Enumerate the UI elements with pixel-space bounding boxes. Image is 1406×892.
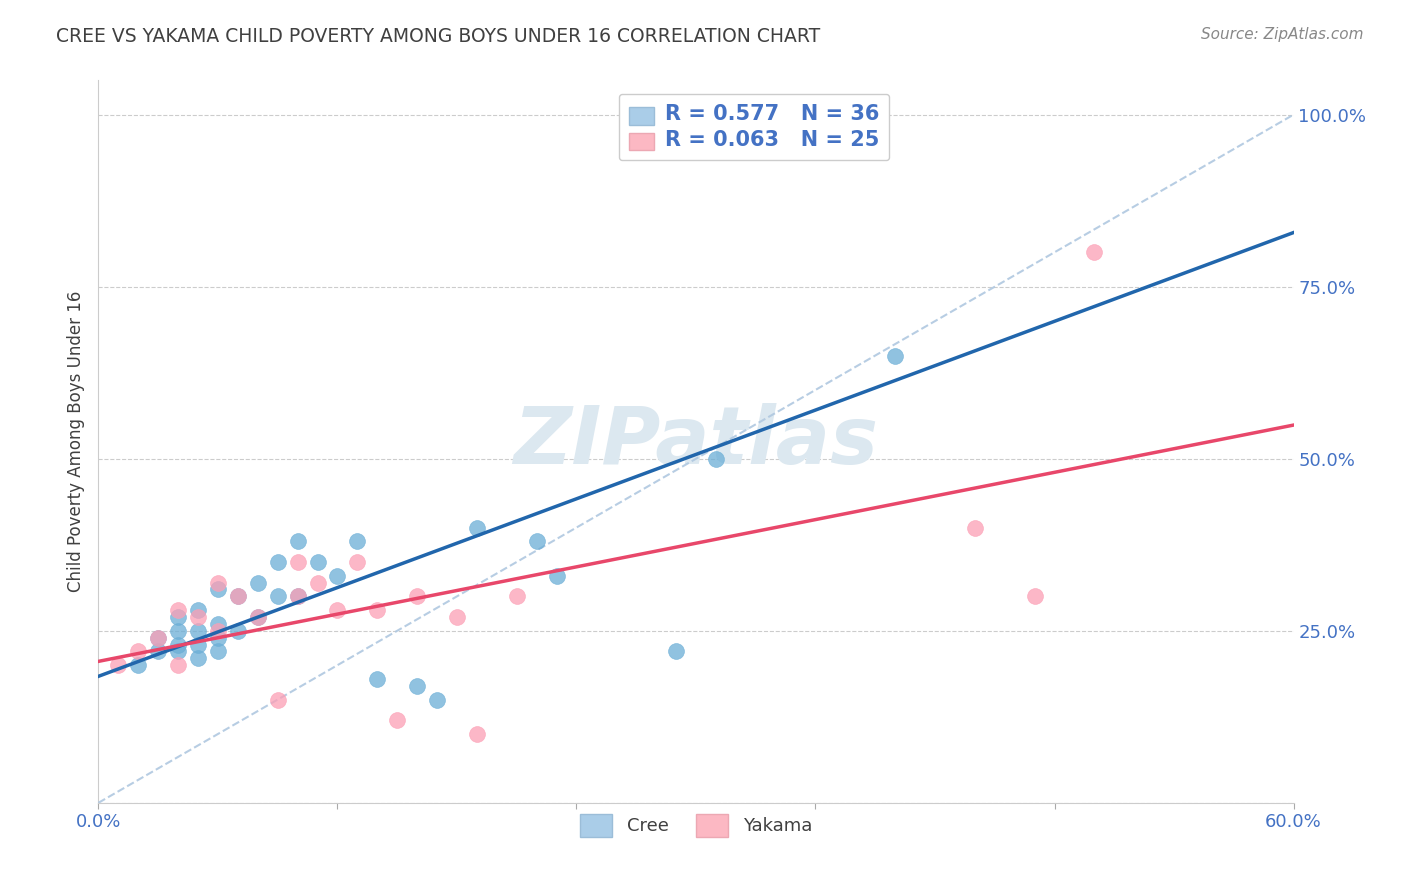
Point — [207, 575, 229, 590]
Point — [287, 534, 309, 549]
Point — [446, 610, 468, 624]
Point — [246, 610, 269, 624]
Point — [287, 590, 309, 604]
Point — [167, 638, 190, 652]
Point — [267, 692, 290, 706]
Point — [426, 692, 449, 706]
Point — [884, 349, 907, 363]
Point — [226, 624, 249, 638]
Point — [127, 658, 149, 673]
Point — [207, 624, 229, 638]
Point — [167, 658, 190, 673]
Point — [148, 644, 170, 658]
Point — [187, 603, 209, 617]
Point — [307, 555, 329, 569]
Point — [785, 128, 807, 143]
Point — [366, 672, 388, 686]
Point — [326, 568, 349, 582]
Point — [167, 603, 190, 617]
Point — [226, 590, 249, 604]
Point — [465, 520, 488, 534]
Text: Source: ZipAtlas.com: Source: ZipAtlas.com — [1201, 27, 1364, 42]
Point — [366, 603, 388, 617]
Point — [1083, 245, 1105, 260]
Point — [963, 520, 986, 534]
Point — [267, 555, 290, 569]
Point — [346, 555, 368, 569]
Point — [148, 631, 170, 645]
Point — [187, 624, 209, 638]
Point — [1024, 590, 1046, 604]
Point — [406, 679, 429, 693]
Point — [167, 644, 190, 658]
Point — [465, 727, 488, 741]
Point — [207, 582, 229, 597]
Point — [526, 534, 548, 549]
Point — [546, 568, 568, 582]
Text: ZIPatlas: ZIPatlas — [513, 402, 879, 481]
Point — [207, 631, 229, 645]
Point — [406, 590, 429, 604]
Point — [187, 651, 209, 665]
Point — [107, 658, 129, 673]
Point — [226, 590, 249, 604]
Point — [287, 590, 309, 604]
Point — [287, 555, 309, 569]
Legend: Cree, Yakama: Cree, Yakama — [572, 806, 820, 845]
Point — [326, 603, 349, 617]
Point — [246, 610, 269, 624]
Point — [665, 644, 688, 658]
Point — [267, 590, 290, 604]
Point — [127, 644, 149, 658]
Point — [385, 713, 409, 727]
Point — [506, 590, 529, 604]
Point — [167, 624, 190, 638]
Point — [346, 534, 368, 549]
Point — [207, 616, 229, 631]
Text: CREE VS YAKAMA CHILD POVERTY AMONG BOYS UNDER 16 CORRELATION CHART: CREE VS YAKAMA CHILD POVERTY AMONG BOYS … — [56, 27, 821, 45]
Point — [187, 638, 209, 652]
Point — [207, 644, 229, 658]
Point — [307, 575, 329, 590]
Y-axis label: Child Poverty Among Boys Under 16: Child Poverty Among Boys Under 16 — [66, 291, 84, 592]
Point — [246, 575, 269, 590]
Point — [167, 610, 190, 624]
Point — [704, 451, 727, 466]
Point — [148, 631, 170, 645]
Point — [187, 610, 209, 624]
